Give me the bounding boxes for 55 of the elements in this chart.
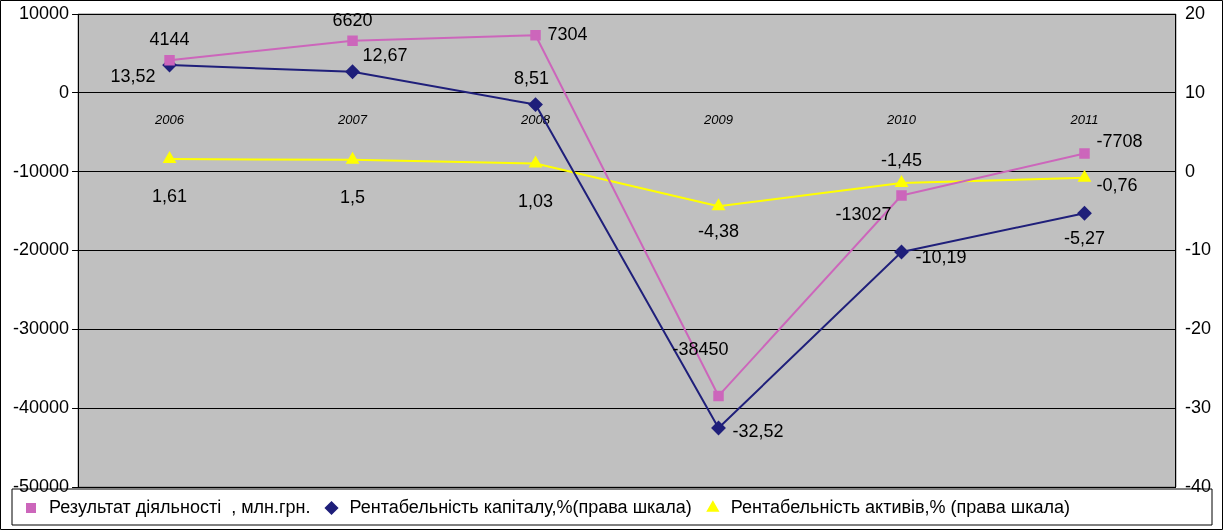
- y2-tick-label: 20: [1184, 2, 1206, 23]
- y2-tick-label: 10: [1184, 81, 1206, 102]
- point: [1079, 148, 1090, 159]
- y-tick-label: -20000: [12, 239, 70, 260]
- point: [346, 152, 359, 164]
- point: [347, 35, 358, 46]
- x-tick-label: 2006: [154, 112, 185, 128]
- data-label: -13027: [835, 204, 892, 225]
- point: [529, 156, 542, 168]
- data-label: 8,51: [514, 67, 550, 88]
- x-tick-label: 2007: [337, 112, 368, 128]
- data-label: 7304: [547, 24, 588, 45]
- point: [528, 97, 543, 112]
- y-tick-label: -40000: [12, 397, 70, 418]
- x-tick-label: 2009: [703, 112, 733, 128]
- legend-label: Рентабельність капіталу,%(права шкала): [349, 496, 692, 517]
- data-label: -0,76: [1096, 174, 1138, 195]
- data-label: -32,52: [732, 421, 784, 441]
- data-label: -7708: [1096, 130, 1143, 151]
- legend-label: Результат діяльності , млн.грн.: [49, 496, 311, 517]
- y2-tick-label: -10: [1184, 239, 1211, 260]
- y-tick-label: -50000: [12, 475, 70, 496]
- data-label: 4144: [149, 29, 190, 50]
- point: [712, 199, 725, 211]
- data-label: -4,38: [698, 221, 740, 242]
- y-tick-label: 0: [59, 81, 70, 102]
- y-tick-label: 10000: [18, 2, 70, 23]
- y-tick-label: -30000: [12, 318, 70, 339]
- data-label: 1,5: [340, 186, 366, 207]
- point: [711, 421, 726, 436]
- point: [894, 245, 909, 259]
- y-tick-label: -10000: [12, 160, 70, 181]
- y2-tick-label: -40: [1184, 475, 1211, 496]
- data-label: 1,03: [518, 190, 554, 211]
- data-label: -1,45: [880, 150, 923, 171]
- legend-label: Рентабельність активів,% (права шкала): [730, 496, 1070, 517]
- point: [895, 176, 908, 188]
- data-label: 13,52: [110, 66, 156, 87]
- data-label: 1,61: [152, 185, 188, 206]
- y2-tick-label: -30: [1184, 397, 1211, 418]
- point: [1077, 206, 1092, 221]
- point: [164, 54, 175, 66]
- data-label: -38450: [672, 338, 729, 359]
- y2-tick-label: -20: [1184, 318, 1211, 339]
- point: [896, 190, 907, 201]
- point: [530, 30, 541, 41]
- data-label: 12,67: [362, 44, 408, 65]
- x-tick-label: 2010: [886, 112, 917, 128]
- point: [163, 151, 176, 163]
- y2-tick-label: 0: [1184, 160, 1195, 181]
- point: [713, 390, 724, 402]
- point: [345, 64, 360, 79]
- data-label: -5,27: [1063, 228, 1106, 249]
- x-tick-label: 2011: [1069, 112, 1099, 128]
- point: [1078, 170, 1091, 182]
